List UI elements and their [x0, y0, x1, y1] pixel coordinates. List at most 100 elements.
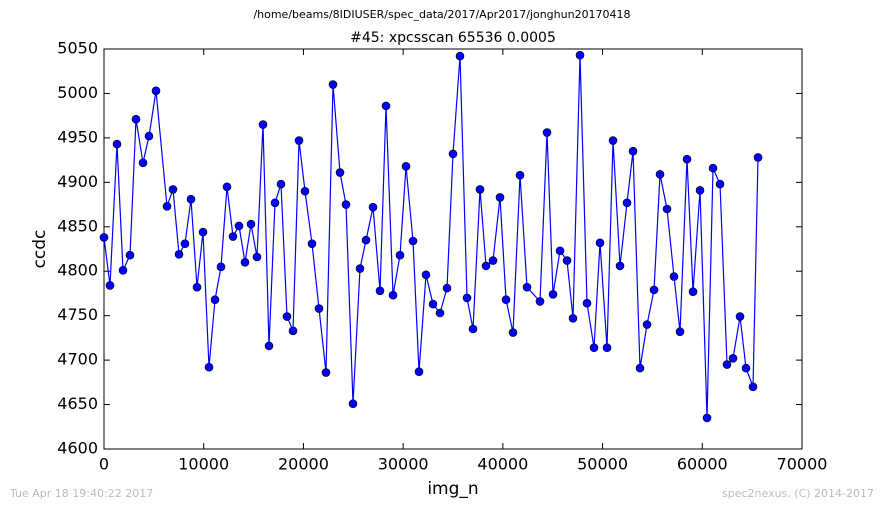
data-point — [702, 413, 712, 423]
data-point — [555, 246, 565, 256]
data-point — [542, 128, 552, 137]
data-point — [448, 149, 458, 159]
data-point — [421, 270, 431, 280]
footer-credit: spec2nexus, (C) 2014-2017 — [722, 487, 874, 500]
data-point — [321, 368, 331, 377]
data-point — [118, 266, 128, 275]
data-point — [442, 283, 452, 293]
y-tick-label: 4700 — [57, 350, 98, 369]
x-tick-label: 30000 — [378, 455, 429, 474]
data-point — [368, 202, 378, 212]
data-point — [300, 186, 310, 196]
data-point — [722, 360, 732, 369]
data-point — [475, 185, 485, 194]
data-point — [307, 239, 317, 248]
data-point — [515, 170, 525, 180]
x-axis-label: img_n — [427, 479, 478, 499]
data-point — [381, 101, 391, 111]
y-tick-label: 4800 — [57, 261, 98, 280]
data-point — [234, 221, 244, 231]
data-point — [151, 86, 161, 96]
data-point — [180, 239, 190, 248]
data-point — [112, 139, 122, 149]
data-point — [708, 163, 718, 173]
data-point — [168, 185, 178, 194]
data-point — [715, 179, 725, 189]
data-point — [608, 136, 618, 145]
data-point — [428, 299, 438, 309]
data-point — [395, 250, 405, 260]
data-point — [328, 80, 338, 89]
data-point — [535, 297, 545, 306]
data-point — [216, 262, 226, 272]
data-point — [688, 287, 698, 296]
data-point — [198, 227, 208, 237]
data-point — [99, 233, 109, 242]
data-point — [508, 328, 518, 337]
data-point — [264, 341, 274, 351]
data-point — [589, 343, 599, 352]
data-point — [144, 131, 154, 141]
data-point — [462, 293, 472, 303]
data-point — [414, 367, 424, 376]
data-point — [105, 281, 115, 290]
y-tick-label: 4950 — [57, 127, 98, 146]
x-tick-label: 10000 — [178, 455, 229, 474]
plot-frame — [103, 48, 803, 450]
data-point — [375, 286, 385, 296]
y-tick-label: 5000 — [57, 83, 98, 102]
data-point — [408, 236, 418, 246]
data-point — [348, 399, 358, 408]
data-point — [388, 290, 398, 300]
data-point — [748, 382, 758, 392]
data-point — [669, 272, 679, 281]
chart-title: /home/beams/8IDIUSER/spec_data/2017/Apr2… — [253, 8, 630, 21]
data-point — [240, 258, 250, 267]
data-point — [294, 136, 304, 145]
data-point — [401, 162, 411, 171]
data-point — [282, 312, 292, 321]
x-tick-label: 70000 — [777, 455, 828, 474]
data-point — [735, 312, 745, 321]
footer-date: Tue Apr 18 19:40:22 2017 — [9, 487, 153, 500]
data-point — [125, 250, 135, 260]
data-point — [548, 290, 558, 299]
data-point — [341, 200, 351, 209]
data-point — [568, 314, 578, 323]
data-point — [210, 295, 220, 304]
data-point — [435, 308, 445, 318]
x-tick-label: 60000 — [677, 455, 728, 474]
data-point — [741, 363, 751, 373]
data-point — [174, 250, 184, 259]
data-point — [131, 114, 141, 124]
data-point — [575, 50, 585, 60]
y-tick-label: 5050 — [57, 39, 98, 58]
data-point — [258, 120, 268, 129]
data-point — [582, 298, 592, 308]
data-point — [602, 343, 612, 352]
data-point — [335, 168, 345, 177]
x-tick-label: 50000 — [577, 455, 628, 474]
data-point — [562, 256, 572, 265]
y-axis-label: ccdc — [30, 230, 50, 269]
data-point — [642, 320, 652, 329]
y-tick-label: 4900 — [57, 172, 98, 191]
data-point — [662, 204, 672, 214]
data-point — [682, 154, 692, 164]
x-tick-label: 20000 — [278, 455, 329, 474]
data-point — [488, 256, 498, 265]
chart-subtitle: #45: xpcsscan 65536 0.0005 — [350, 30, 556, 46]
data-point — [501, 295, 511, 304]
data-point — [162, 202, 172, 211]
data-point — [495, 193, 505, 202]
data-point — [186, 194, 196, 204]
x-tick-label: 40000 — [477, 455, 528, 474]
data-point — [595, 238, 605, 248]
data-point — [270, 198, 280, 208]
data-point — [628, 146, 638, 156]
data-point — [246, 219, 256, 229]
data-point — [228, 232, 238, 241]
data-point — [635, 363, 645, 373]
data-point — [455, 51, 465, 61]
